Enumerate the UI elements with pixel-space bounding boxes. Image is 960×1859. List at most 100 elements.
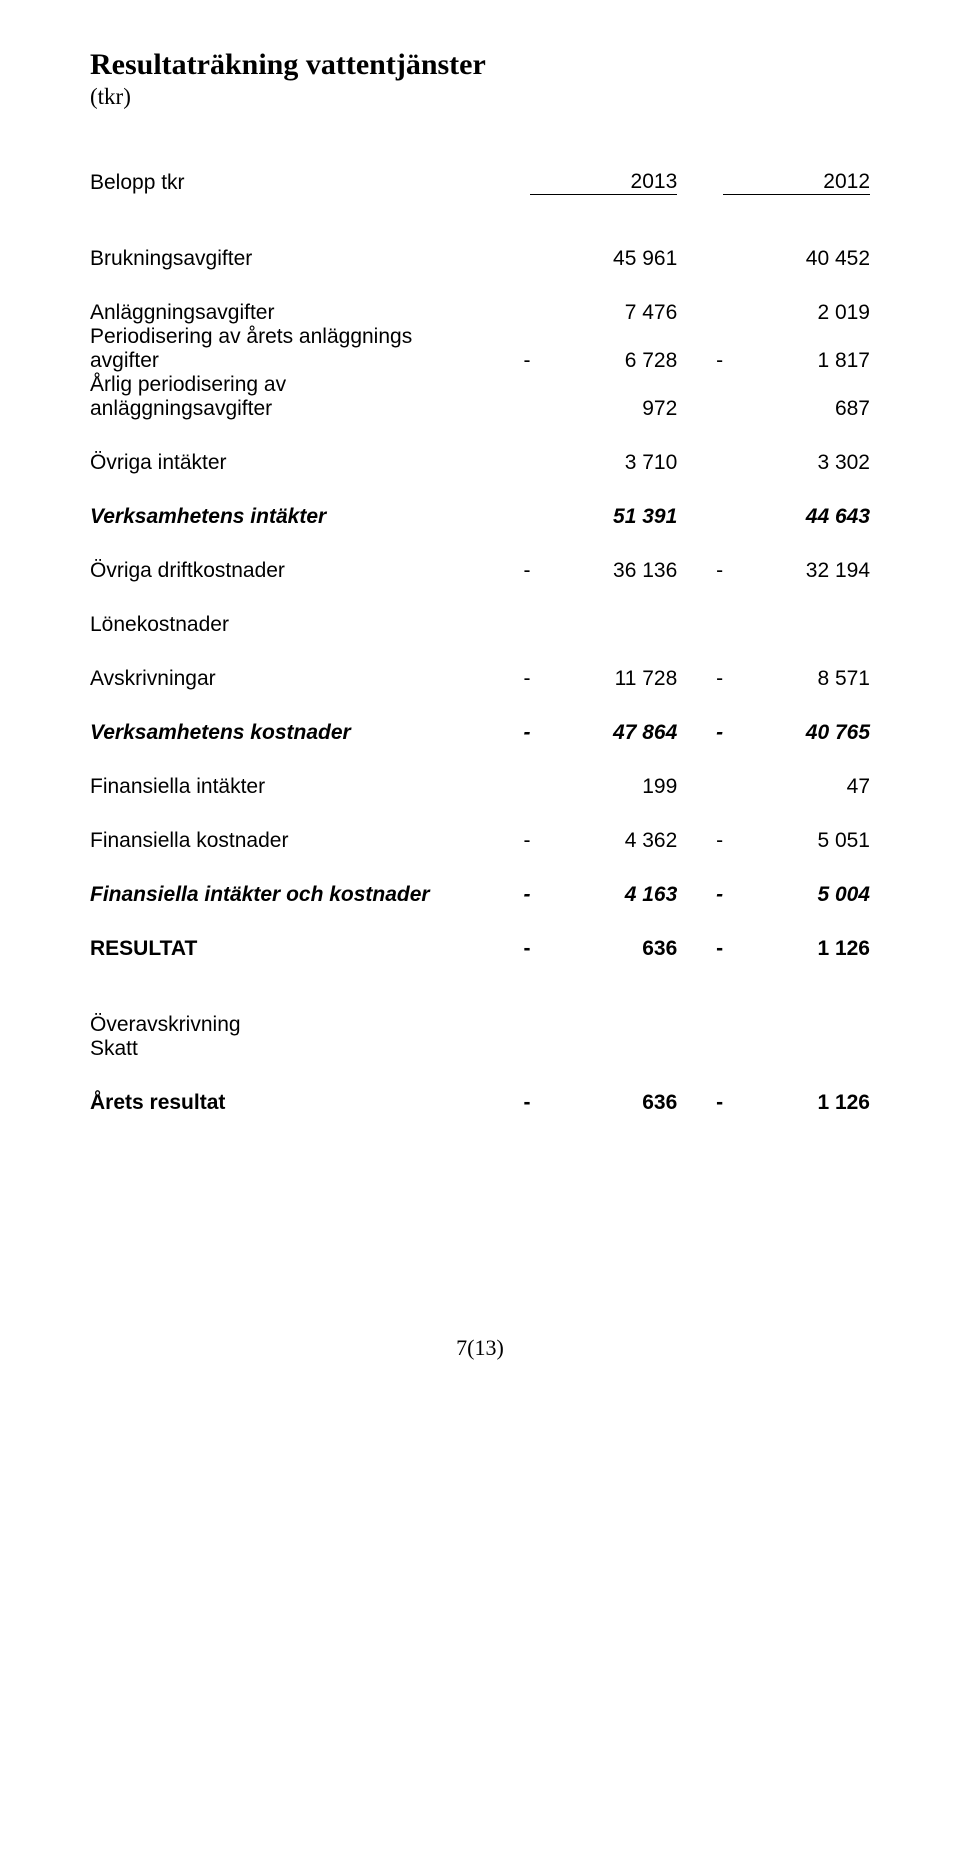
row-value: 44 643: [723, 505, 870, 529]
row-label: Överavskrivning: [90, 1013, 485, 1037]
row-label: Skatt: [90, 1037, 485, 1061]
table-row: Brukningsavgifter 45 961 40 452: [90, 247, 870, 271]
row-label: anläggningsavgifter: [90, 397, 485, 421]
row-value: 45 961: [530, 247, 677, 271]
table-row: Finansiella kostnader - 4 362 - 5 051: [90, 829, 870, 853]
row-sign: -: [485, 937, 531, 961]
row-sign: [485, 397, 531, 421]
row-value: 51 391: [530, 505, 677, 529]
row-sign: [677, 451, 723, 475]
header-year-1: 2013: [530, 170, 677, 195]
row-value: 1 817: [723, 349, 870, 373]
table-row: avgifter - 6 728 - 1 817: [90, 349, 870, 373]
row-sign: [485, 775, 531, 799]
row-value: 1 126: [723, 1091, 870, 1115]
page-subtitle: (tkr): [90, 84, 870, 110]
row-value: 7 476: [530, 301, 677, 325]
row-sign: -: [677, 829, 723, 853]
row-label: Årets resultat: [90, 1091, 485, 1115]
row-sign: -: [677, 1091, 723, 1115]
row-sign: [485, 505, 531, 529]
row-label: Anläggningsavgifter: [90, 301, 485, 325]
row-label: Lönekostnader: [90, 613, 485, 637]
table-row-subtotal: Verksamhetens intäkter 51 391 44 643: [90, 505, 870, 529]
table-row: Övriga driftkostnader - 36 136 - 32 194: [90, 559, 870, 583]
row-label: Verksamhetens kostnader: [90, 721, 485, 745]
row-sign: -: [677, 667, 723, 691]
row-label: avgifter: [90, 349, 485, 373]
row-sign: [485, 247, 531, 271]
row-value: 1 126: [723, 937, 870, 961]
header-spacer: [485, 170, 531, 195]
row-value: 3 710: [530, 451, 677, 475]
row-label: Övriga intäkter: [90, 451, 485, 475]
row-label: RESULTAT: [90, 937, 485, 961]
row-label: Verksamhetens intäkter: [90, 505, 485, 529]
table-row: Skatt: [90, 1037, 870, 1061]
row-sign: -: [485, 349, 531, 373]
row-value: 47 864: [530, 721, 677, 745]
row-value: 36 136: [530, 559, 677, 583]
table-row-subtotal: Verksamhetens kostnader - 47 864 - 40 76…: [90, 721, 870, 745]
row-label: Periodisering av årets anläggnings: [90, 325, 485, 349]
row-value: 636: [530, 1091, 677, 1115]
table-row-total: RESULTAT - 636 - 1 126: [90, 937, 870, 961]
row-label: Årlig periodisering av: [90, 373, 485, 397]
row-label: Övriga driftkostnader: [90, 559, 485, 583]
income-statement-table: Belopp tkr 2013 2012 Brukningsavgifter 4…: [90, 170, 870, 1115]
row-value: 687: [723, 397, 870, 421]
row-label: Finansiella intäkter: [90, 775, 485, 799]
row-sign: -: [485, 559, 531, 583]
page-title: Resultaträkning vattentjänster: [90, 48, 870, 82]
row-value: 199: [530, 775, 677, 799]
row-sign: [485, 451, 531, 475]
header-spacer: [677, 170, 723, 195]
table-row-subtotal: Finansiella intäkter och kostnader - 4 1…: [90, 883, 870, 907]
row-sign: [677, 775, 723, 799]
table-row: Finansiella intäkter 199 47: [90, 775, 870, 799]
row-value: 2 019: [723, 301, 870, 325]
row-sign: -: [485, 829, 531, 853]
row-value: 972: [530, 397, 677, 421]
row-sign: -: [485, 883, 531, 907]
header-year-2: 2012: [723, 170, 870, 195]
row-value: 3 302: [723, 451, 870, 475]
row-sign: -: [485, 667, 531, 691]
row-value: 47: [723, 775, 870, 799]
table-row: Överavskrivning: [90, 1013, 870, 1037]
row-sign: -: [485, 721, 531, 745]
row-sign: [677, 505, 723, 529]
table-row: anläggningsavgifter 972 687: [90, 397, 870, 421]
table-row: Övriga intäkter 3 710 3 302: [90, 451, 870, 475]
table-row: Avskrivningar - 11 728 - 8 571: [90, 667, 870, 691]
row-value: 40 765: [723, 721, 870, 745]
row-sign: -: [485, 1091, 531, 1115]
row-sign: [677, 397, 723, 421]
row-value: 4 362: [530, 829, 677, 853]
row-sign: [677, 301, 723, 325]
row-label: Finansiella kostnader: [90, 829, 485, 853]
row-value: 40 452: [723, 247, 870, 271]
row-value: 8 571: [723, 667, 870, 691]
table-row-total: Årets resultat - 636 - 1 126: [90, 1091, 870, 1115]
table-row: Lönekostnader: [90, 613, 870, 637]
row-sign: -: [677, 883, 723, 907]
table-row: Periodisering av årets anläggnings: [90, 325, 870, 349]
row-sign: -: [677, 349, 723, 373]
row-sign: [485, 301, 531, 325]
table-row: Årlig periodisering av: [90, 373, 870, 397]
row-value: 5 004: [723, 883, 870, 907]
row-label: Finansiella intäkter och kostnader: [90, 883, 485, 907]
row-sign: -: [677, 559, 723, 583]
row-value: 32 194: [723, 559, 870, 583]
row-value: 6 728: [530, 349, 677, 373]
table-row: Anläggningsavgifter 7 476 2 019: [90, 301, 870, 325]
row-sign: -: [677, 937, 723, 961]
row-value: 636: [530, 937, 677, 961]
row-label: Avskrivningar: [90, 667, 485, 691]
table-header-row: Belopp tkr 2013 2012: [90, 170, 870, 195]
row-sign: [677, 247, 723, 271]
page-number: 7(13): [90, 1335, 870, 1361]
row-sign: -: [677, 721, 723, 745]
row-value: 4 163: [530, 883, 677, 907]
